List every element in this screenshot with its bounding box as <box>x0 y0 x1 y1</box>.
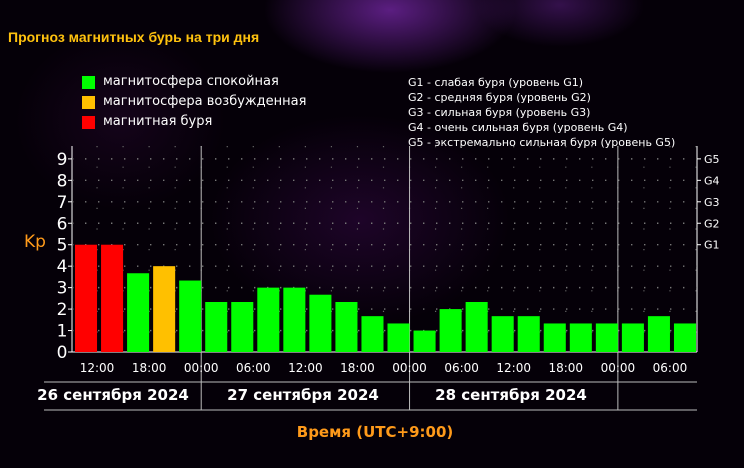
kp-bar <box>205 302 228 352</box>
x-tick-label: 06:00 <box>653 361 688 375</box>
y-tick-label: 3 <box>57 279 68 299</box>
x-tick-label: 18:00 <box>340 361 375 375</box>
legend-swatch-storm <box>82 116 95 129</box>
storm-level-g4: G4 - очень сильная буря (уровень G4) <box>408 121 628 134</box>
x-tick-label: 06:00 <box>444 361 479 375</box>
kp-bar <box>127 273 150 352</box>
x-tick-label: 06:00 <box>236 361 271 375</box>
x-tick-label: 12:00 <box>80 361 115 375</box>
kp-bar <box>647 316 670 352</box>
kp-bar <box>465 302 488 352</box>
kp-bar <box>309 294 332 352</box>
y-tick-label: 7 <box>57 193 68 213</box>
y-tick-label: 1 <box>57 322 68 342</box>
kp-bar <box>387 323 410 352</box>
kp-bar <box>361 316 384 352</box>
y-tick-label: 8 <box>57 171 68 191</box>
x-tick-label: 12:00 <box>496 361 531 375</box>
y-tick-label: 9 <box>57 150 68 170</box>
right-tick-label: G1 <box>704 239 720 252</box>
day-label: 26 сентября 2024 <box>37 386 189 404</box>
y-tick-label: 2 <box>57 300 68 320</box>
y-tick-label: 6 <box>57 214 68 234</box>
y-tick-label: 0 <box>57 343 68 363</box>
right-tick-label: G5 <box>704 153 720 166</box>
kp-bar <box>673 323 696 352</box>
storm-level-g1: G1 - слабая буря (уровень G1) <box>408 76 584 89</box>
storm-level-g2: G2 - средняя буря (уровень G2) <box>408 91 591 104</box>
x-tick-label: 00:00 <box>184 361 219 375</box>
legend-label-excited: магнитосфера возбужденная <box>103 94 307 109</box>
x-axis-label: Время (UTC+9:00) <box>297 423 453 441</box>
page-title: Прогноз магнитных бурь на три дня <box>8 29 260 45</box>
storm-level-g5: G5 - экстремально сильная буря (уровень … <box>408 136 676 149</box>
kp-bar <box>569 323 592 352</box>
y-tick-label: 5 <box>57 236 68 256</box>
legend-swatch-quiet <box>82 76 95 89</box>
kp-bar <box>595 323 618 352</box>
x-tick-label: 18:00 <box>548 361 583 375</box>
day-label: 27 сентября 2024 <box>227 386 379 404</box>
kp-bar <box>257 287 280 352</box>
right-tick-label: G3 <box>704 196 720 209</box>
kp-bar <box>101 244 124 352</box>
kp-bar <box>335 302 358 352</box>
kp-bar <box>621 323 644 352</box>
kp-bar <box>491 316 514 352</box>
kp-bar <box>439 309 462 352</box>
x-tick-label: 12:00 <box>288 361 323 375</box>
day-label: 28 сентября 2024 <box>435 386 587 404</box>
kp-bar <box>75 244 98 352</box>
kp-bar <box>543 323 566 352</box>
x-tick-label: 00:00 <box>601 361 636 375</box>
legend-label-quiet: магнитосфера спокойная <box>103 74 279 89</box>
x-tick-label: 18:00 <box>132 361 167 375</box>
right-tick-label: G2 <box>704 217 720 230</box>
kp-bar <box>283 287 306 352</box>
y-axis-label: Kp <box>24 232 46 252</box>
y-tick-label: 4 <box>57 257 68 277</box>
storm-level-g3: G3 - сильная буря (уровень G3) <box>408 106 591 119</box>
x-tick-label: 00:00 <box>392 361 427 375</box>
legend-label-storm: магнитная буря <box>103 114 213 129</box>
legend-swatch-excited <box>82 96 95 109</box>
kp-bar <box>517 316 540 352</box>
kp-bar <box>231 302 254 352</box>
storm-level-legend: G1 - слабая буря (уровень G1) G2 - средн… <box>408 75 675 150</box>
kp-bar <box>413 330 436 352</box>
kp-bar <box>179 280 202 352</box>
kp-bar <box>153 266 176 352</box>
right-tick-label: G4 <box>704 174 720 187</box>
